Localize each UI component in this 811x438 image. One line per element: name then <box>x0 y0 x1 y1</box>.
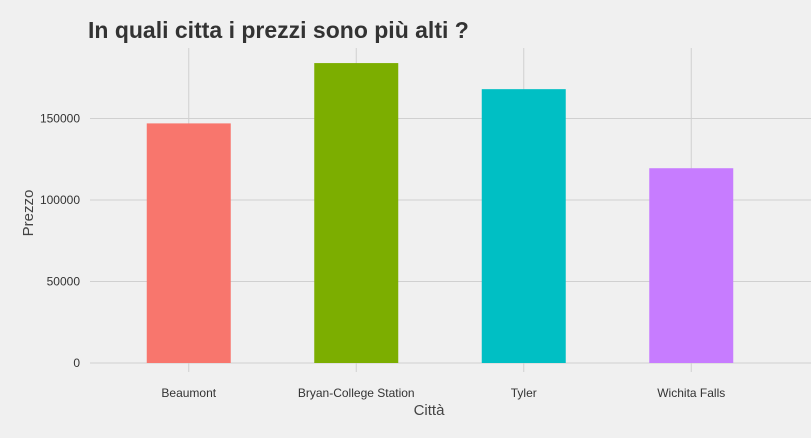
y-tick-label: 50000 <box>47 275 81 289</box>
chart-title: In quali citta i prezzi sono più alti ? <box>88 17 469 43</box>
y-axis-ticks: 0 50000 100000 150000 <box>40 112 80 371</box>
bar-tyler <box>481 89 566 363</box>
x-tick-label: Wichita Falls <box>657 386 725 400</box>
bar-beaumont <box>146 123 231 363</box>
bars <box>146 63 734 364</box>
y-tick-label: 100000 <box>40 193 80 207</box>
y-tick-label: 150000 <box>40 112 80 126</box>
x-axis-title: Città <box>414 402 446 419</box>
x-tick-label: Bryan-College Station <box>298 386 415 400</box>
x-axis-ticks: Beaumont Bryan-College Station Tyler Wichit… <box>161 386 725 400</box>
y-tick-label: 0 <box>73 356 80 370</box>
x-tick-label: Beaumont <box>161 386 216 400</box>
bar-wichita-falls <box>649 168 734 363</box>
bar-bryan-college-station <box>314 63 399 364</box>
y-axis-title: Prezzo <box>20 190 37 237</box>
x-tick-label: Tyler <box>511 386 537 400</box>
